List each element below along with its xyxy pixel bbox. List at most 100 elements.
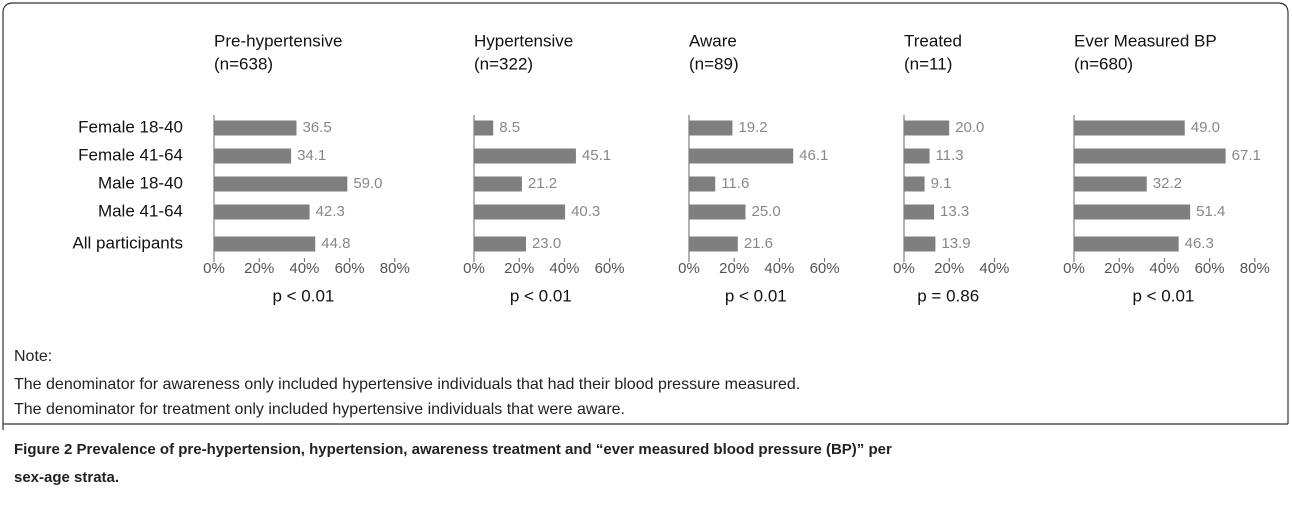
bar — [689, 120, 733, 136]
value-label: 45.1 — [582, 147, 611, 164]
value-label: 9.1 — [931, 175, 952, 192]
value-label: 59.0 — [353, 175, 382, 192]
bar — [1074, 148, 1226, 164]
bar — [1074, 236, 1179, 252]
p-value: p < 0.01 — [510, 286, 572, 305]
bar — [214, 120, 297, 136]
bar — [214, 176, 348, 192]
note-line: The denominator for awareness only inclu… — [14, 376, 800, 393]
x-tick-label: 20% — [1104, 260, 1134, 277]
caption-line: sex-age strata. — [14, 469, 120, 486]
bar — [474, 236, 526, 252]
value-label: 46.1 — [799, 147, 828, 164]
value-label: 44.8 — [321, 235, 350, 252]
value-label: 23.0 — [532, 235, 561, 252]
x-tick-label: 20% — [719, 260, 749, 277]
p-value: p < 0.01 — [272, 286, 334, 305]
value-label: 20.0 — [955, 119, 984, 136]
x-tick-label: 40% — [289, 260, 319, 277]
bar — [214, 148, 292, 164]
x-tick-label: 0% — [463, 260, 485, 277]
caption-label: Figure 2 — [14, 441, 73, 458]
bar — [474, 204, 566, 220]
x-tick-label: 20% — [504, 260, 534, 277]
bar — [474, 120, 494, 136]
panel-subtitle: (n=638) — [214, 54, 273, 73]
value-label: 67.1 — [1232, 147, 1261, 164]
bar — [689, 236, 738, 252]
bar — [214, 204, 310, 220]
x-tick-label: 40% — [1149, 260, 1179, 277]
value-label: 51.4 — [1196, 203, 1225, 220]
panel-title: Hypertensive — [474, 31, 573, 50]
x-tick-label: 20% — [244, 260, 274, 277]
value-label: 32.2 — [1153, 175, 1182, 192]
bar — [904, 120, 950, 136]
panel-subtitle: (n=680) — [1074, 54, 1133, 73]
value-label: 21.2 — [528, 175, 557, 192]
panel-title: Ever Measured BP — [1074, 31, 1217, 50]
caption-line: Figure 2 Prevalence of pre-hypertension,… — [14, 436, 892, 464]
x-tick-label: 0% — [893, 260, 915, 277]
bar — [1074, 176, 1147, 192]
value-label: 36.5 — [302, 119, 331, 136]
bar — [904, 176, 925, 192]
x-tick-label: 60% — [1195, 260, 1225, 277]
frame — [2, 2, 1289, 430]
bar — [689, 204, 746, 220]
note-label: Note: — [14, 348, 52, 365]
bar — [1074, 204, 1191, 220]
value-label: 42.3 — [316, 203, 345, 220]
bar — [904, 148, 930, 164]
p-value: p < 0.01 — [725, 286, 787, 305]
value-label: 19.2 — [738, 119, 767, 136]
x-tick-label: 60% — [810, 260, 840, 277]
category-label: Female 18-40 — [78, 117, 183, 136]
x-tick-label: 80% — [380, 260, 410, 277]
x-tick-label: 40% — [979, 260, 1009, 277]
x-tick-label: 60% — [595, 260, 625, 277]
x-tick-label: 20% — [934, 260, 964, 277]
value-label: 40.3 — [571, 203, 600, 220]
bar — [214, 236, 316, 252]
panel-title: Pre-hypertensive — [214, 31, 343, 50]
note-line: The denominator for treatment only inclu… — [14, 401, 625, 418]
x-tick-label: 0% — [203, 260, 225, 277]
panel-title: Aware — [689, 31, 737, 50]
bar — [689, 176, 716, 192]
value-label: 11.3 — [936, 147, 964, 164]
value-label: 13.3 — [940, 203, 969, 220]
p-value: p < 0.01 — [1132, 286, 1194, 305]
category-label: All participants — [72, 233, 183, 252]
bar — [904, 236, 936, 252]
x-tick-label: 80% — [1240, 260, 1270, 277]
x-tick-label: 0% — [1063, 260, 1085, 277]
panel-title: Treated — [904, 31, 962, 50]
bar — [1074, 120, 1185, 136]
value-label: 34.1 — [297, 147, 326, 164]
bar — [474, 176, 522, 192]
panel-subtitle: (n=89) — [689, 54, 739, 73]
value-label: 25.0 — [752, 203, 781, 220]
bar — [474, 148, 576, 164]
x-tick-label: 60% — [335, 260, 365, 277]
bar — [904, 204, 935, 220]
bar — [689, 148, 794, 164]
category-label: Male 18-40 — [98, 173, 183, 192]
category-label: Female 41-64 — [78, 145, 183, 164]
value-label: 11.6 — [721, 175, 749, 192]
caption: Figure 2 Prevalence of pre-hypertension,… — [14, 436, 892, 492]
x-tick-label: 40% — [549, 260, 579, 277]
caption-text: Prevalence of pre-hypertension, hyperten… — [76, 441, 892, 458]
value-label: 49.0 — [1191, 119, 1220, 136]
panel-subtitle: (n=11) — [904, 54, 952, 73]
x-tick-label: 40% — [764, 260, 794, 277]
category-label: Male 41-64 — [98, 201, 183, 220]
value-label: 8.5 — [499, 119, 520, 136]
value-label: 21.6 — [744, 235, 773, 252]
x-tick-label: 0% — [678, 260, 700, 277]
chart: Note: The denominator for awareness only… — [2, 2, 1289, 430]
p-value: p = 0.86 — [917, 286, 979, 305]
value-label: 13.9 — [941, 235, 970, 252]
